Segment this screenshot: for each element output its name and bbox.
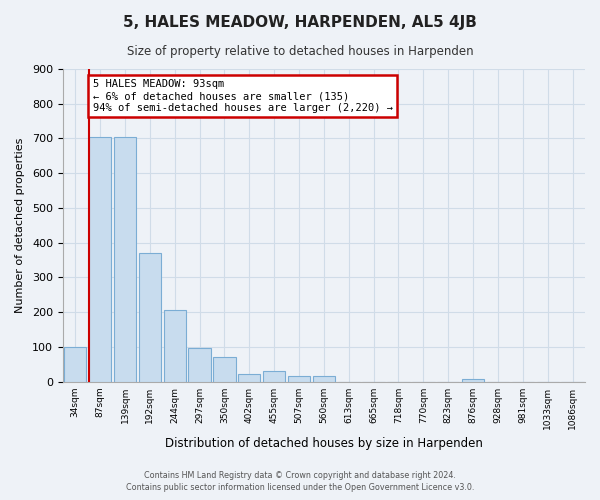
Bar bbox=[288, 376, 310, 382]
Bar bbox=[164, 310, 186, 382]
Bar bbox=[263, 372, 286, 382]
Text: Size of property relative to detached houses in Harpenden: Size of property relative to detached ho… bbox=[127, 45, 473, 58]
Bar bbox=[238, 374, 260, 382]
X-axis label: Distribution of detached houses by size in Harpenden: Distribution of detached houses by size … bbox=[165, 437, 483, 450]
Text: Contains HM Land Registry data © Crown copyright and database right 2024.
Contai: Contains HM Land Registry data © Crown c… bbox=[126, 471, 474, 492]
Bar bbox=[213, 358, 236, 382]
Bar bbox=[114, 136, 136, 382]
Bar bbox=[313, 376, 335, 382]
Y-axis label: Number of detached properties: Number of detached properties bbox=[15, 138, 25, 313]
Text: 5 HALES MEADOW: 93sqm
← 6% of detached houses are smaller (135)
94% of semi-deta: 5 HALES MEADOW: 93sqm ← 6% of detached h… bbox=[92, 80, 392, 112]
Text: 5, HALES MEADOW, HARPENDEN, AL5 4JB: 5, HALES MEADOW, HARPENDEN, AL5 4JB bbox=[123, 15, 477, 30]
Bar bbox=[89, 136, 111, 382]
Bar bbox=[188, 348, 211, 382]
Bar bbox=[64, 347, 86, 382]
Bar bbox=[139, 253, 161, 382]
Bar bbox=[462, 379, 484, 382]
